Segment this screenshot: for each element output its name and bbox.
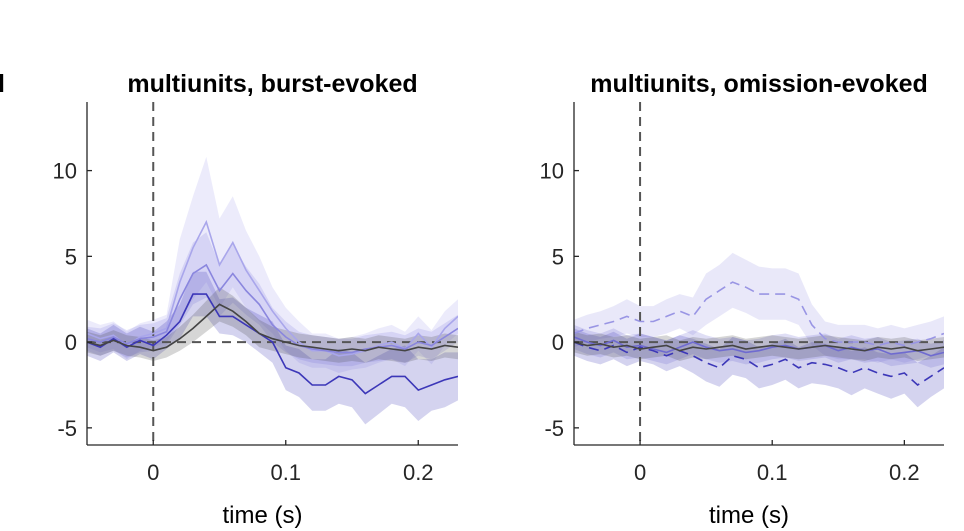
panel-burst-evoked: -5 0 5 10 0 0.1 0.2 multiunits, burst-evoked tim…	[53, 70, 458, 529]
x-axis-label: time (s)	[709, 502, 789, 529]
x-tick-label: 0	[147, 460, 159, 485]
plot-area	[87, 102, 458, 445]
y-tick-label: -5	[57, 416, 77, 441]
series-line-4	[87, 303, 458, 352]
error-band-1	[87, 156, 458, 373]
error-band-3	[574, 324, 944, 368]
series-line-2	[87, 263, 458, 354]
error-band-2	[574, 328, 944, 408]
y-tick-label: 10	[540, 159, 564, 184]
error-band-3	[87, 271, 458, 425]
series-line-4	[574, 341, 944, 352]
y-tick-label: -5	[544, 416, 564, 441]
x-tick-label: 0.2	[403, 460, 434, 485]
y-tick-label: 5	[552, 244, 564, 269]
x-tick-label: 0.1	[757, 460, 788, 485]
x-axis-label: time (s)	[223, 502, 303, 529]
plot-area	[574, 102, 944, 445]
y-tick-label: 5	[65, 244, 77, 269]
series-line-3	[87, 293, 458, 395]
chart-title: multiunits, omission-evoked	[590, 70, 928, 98]
panel-letter: l	[0, 70, 5, 98]
series-line-3	[574, 336, 944, 357]
series-line-1	[574, 281, 944, 347]
error-band-4	[87, 287, 458, 363]
error-band-1	[574, 252, 944, 363]
y-tick-label: 0	[65, 330, 77, 355]
y-tick-label: 0	[552, 330, 564, 355]
chart-title: multiunits, burst-evoked	[127, 70, 417, 98]
series-line-1	[87, 219, 458, 357]
x-tick-label: 0.1	[270, 460, 301, 485]
x-tick-label: 0.2	[889, 460, 920, 485]
x-tick-label: 0	[634, 460, 646, 485]
y-tick-label: 10	[53, 159, 77, 184]
series-line-2	[574, 341, 944, 387]
panel-omission-evoked: -5 0 5 10 0 0.1 0.2 multiunits, omission-evoked…	[540, 70, 944, 529]
